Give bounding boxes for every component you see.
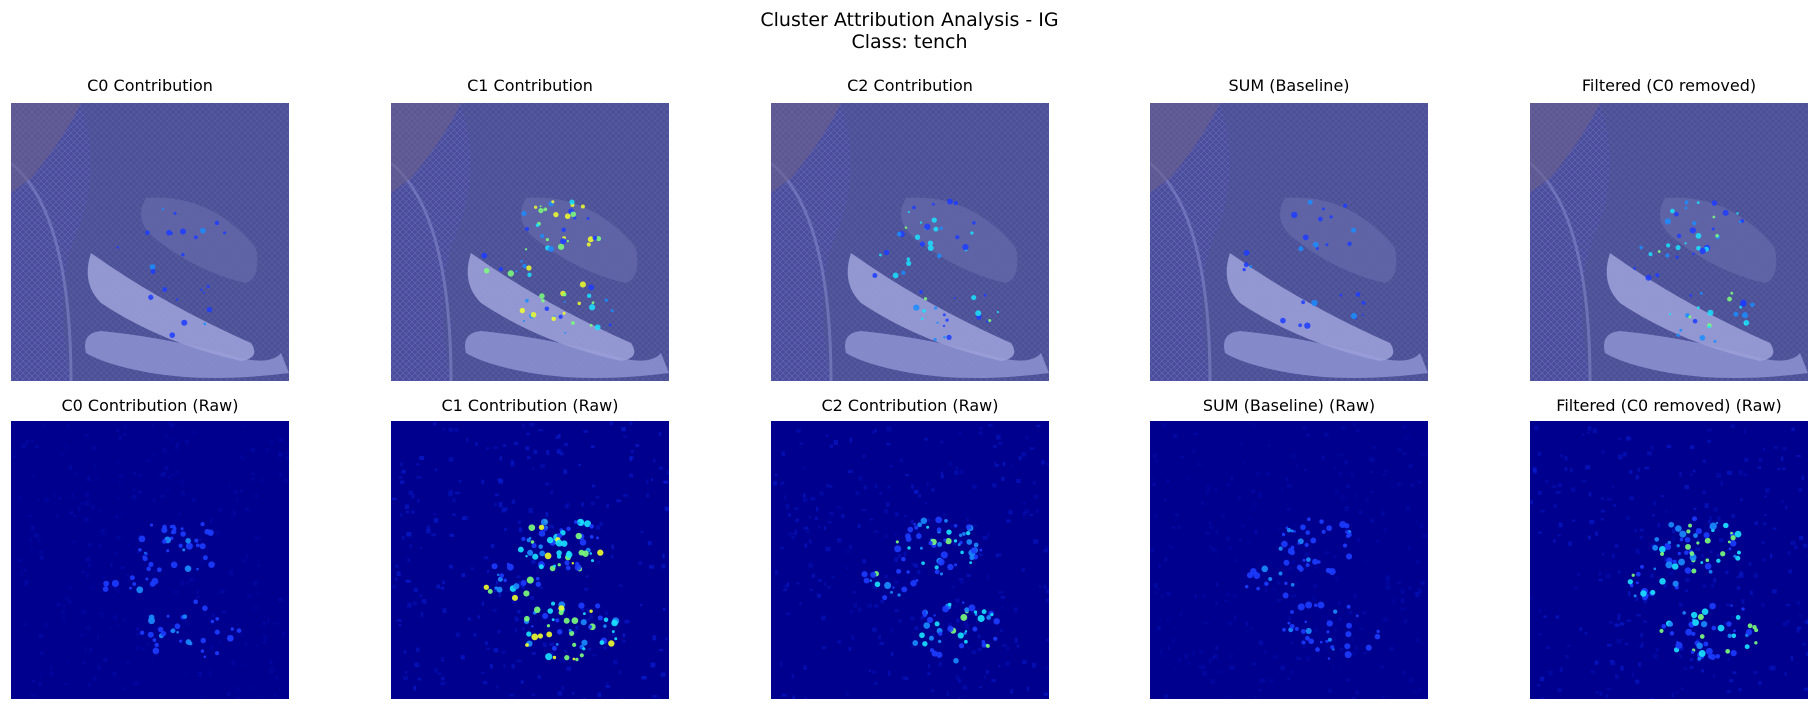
raw-panel-c1 xyxy=(391,421,669,699)
raw-panel-title-c0: C0 Contribution (Raw) xyxy=(61,396,239,415)
overlay-heatmap-image xyxy=(771,103,1049,381)
raw-panel-title-sum: SUM (Baseline) (Raw) xyxy=(1202,396,1376,415)
raw-heatmap-image xyxy=(1150,421,1428,699)
raw-panel-title-filtered: Filtered (C0 removed) (Raw) xyxy=(1556,396,1782,415)
figure-subtitle: Class: tench xyxy=(851,31,968,53)
raw-panel-filtered xyxy=(1530,421,1808,699)
panel-title-c1: C1 Contribution xyxy=(467,76,593,95)
overlay-panel-c0 xyxy=(11,103,289,381)
overlay-panel-sum xyxy=(1150,103,1428,381)
raw-heatmap-image xyxy=(771,421,1049,699)
raw-panel-c0 xyxy=(11,421,289,699)
raw-panel-c2 xyxy=(771,421,1049,699)
raw-panel-title-c1: C1 Contribution (Raw) xyxy=(441,396,619,415)
panel-title-c2: C2 Contribution xyxy=(847,76,973,95)
panel-title-filtered: Filtered (C0 removed) xyxy=(1581,76,1757,95)
overlay-heatmap-image xyxy=(11,103,289,381)
figure-title: Cluster Attribution Analysis - IG xyxy=(760,9,1059,31)
raw-heatmap-image xyxy=(1530,421,1808,699)
panel-title-c0: C0 Contribution xyxy=(87,76,213,95)
overlay-heatmap-image xyxy=(1150,103,1428,381)
panel-title-sum: SUM (Baseline) xyxy=(1228,76,1350,95)
overlay-panel-filtered xyxy=(1530,103,1808,381)
raw-panel-sum xyxy=(1150,421,1428,699)
overlay-panel-c2 xyxy=(771,103,1049,381)
overlay-panel-c1 xyxy=(391,103,669,381)
raw-heatmap-image xyxy=(11,421,289,699)
raw-panel-title-c2: C2 Contribution (Raw) xyxy=(821,396,999,415)
raw-heatmap-image xyxy=(391,421,669,699)
overlay-heatmap-image xyxy=(391,103,669,381)
overlay-heatmap-image xyxy=(1530,103,1808,381)
